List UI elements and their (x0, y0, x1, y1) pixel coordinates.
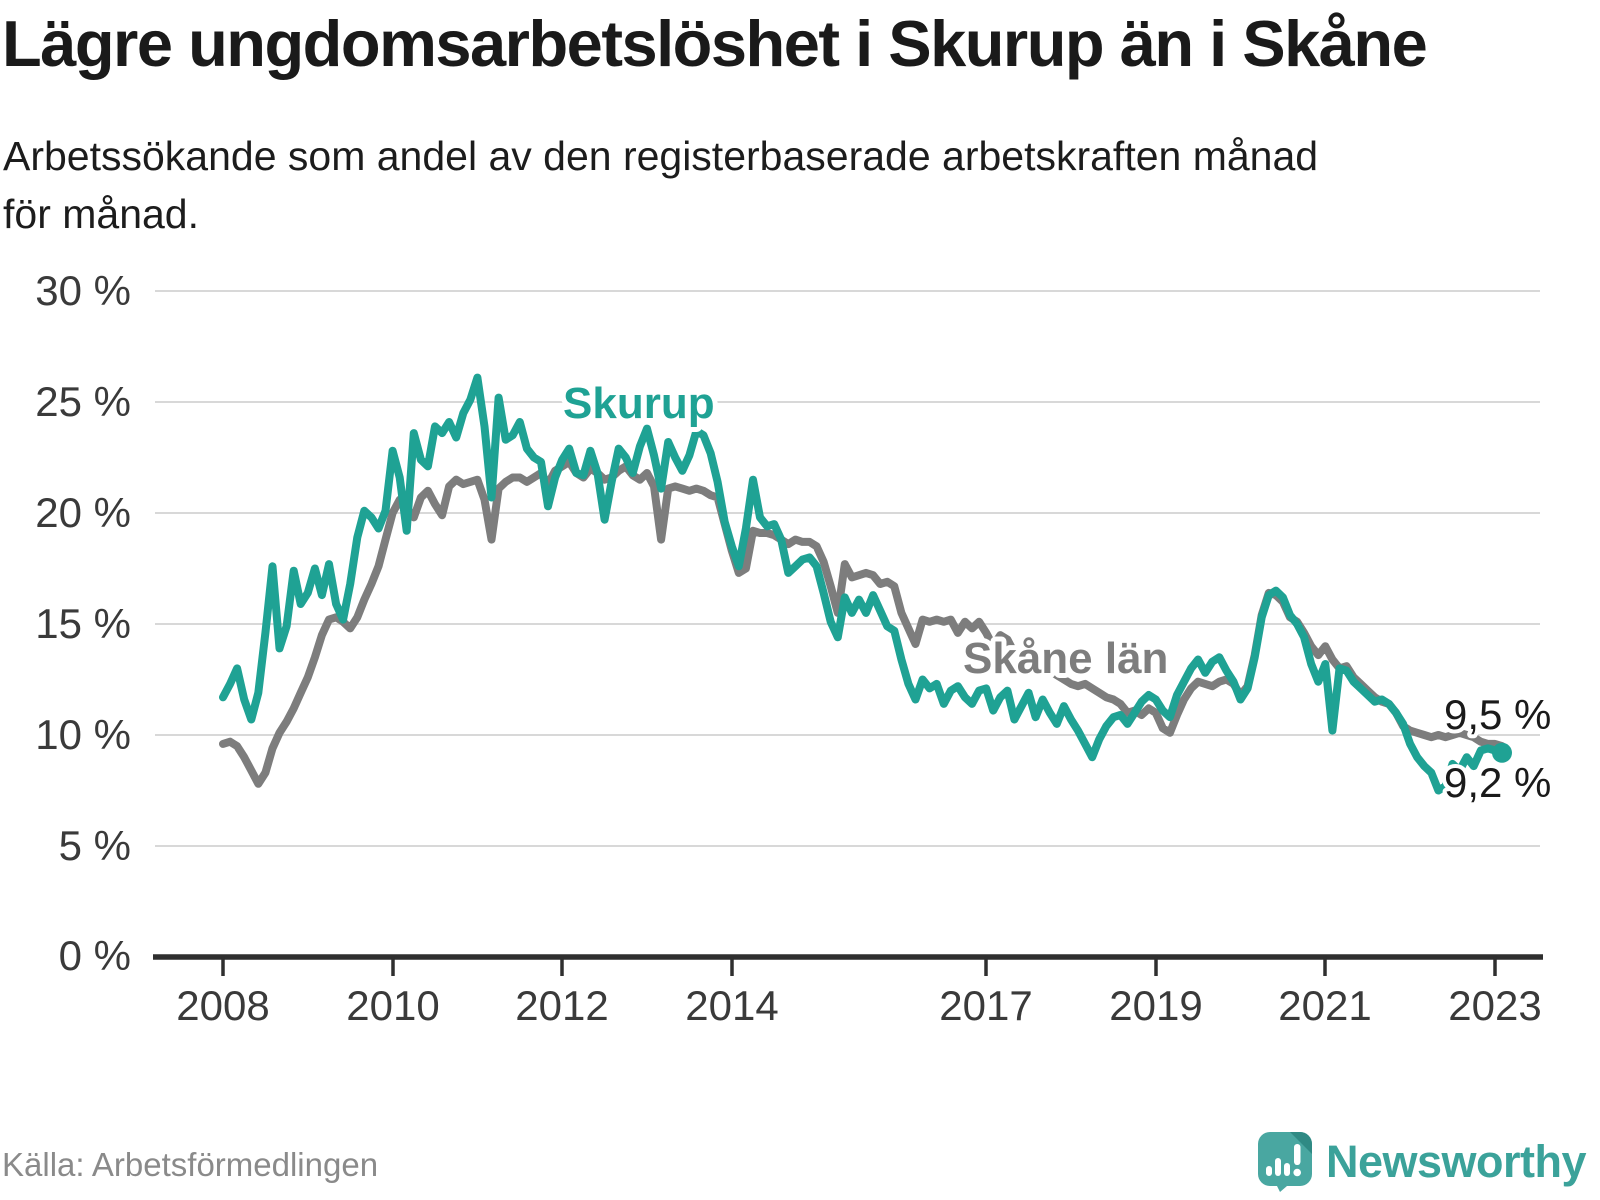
x-axis-label-2008: 2008 (176, 982, 269, 1029)
y-axis-label-0: 0 % (59, 932, 131, 979)
x-axis-label-2012: 2012 (515, 982, 608, 1029)
y-axis-label-25: 25 % (35, 378, 131, 425)
end-value-skane: 9,5 % (1444, 691, 1551, 738)
x-axis-label-2019: 2019 (1109, 982, 1202, 1029)
y-axis-label-5: 5 % (59, 822, 131, 869)
x-axis-label-2010: 2010 (346, 982, 439, 1029)
line-end-dot-skurup (1492, 742, 1512, 763)
end-value-skurup: 9,2 % (1444, 759, 1551, 806)
newsworthy-logo: Newsworthy (1258, 1130, 1587, 1194)
subtitle-line-2: för månad. (3, 191, 199, 238)
bar-chart-speech-bubble-icon (1258, 1132, 1312, 1192)
source-note: Källa: Arbetsförmedlingen (2, 1146, 379, 1183)
y-axis-label-20: 20 % (35, 489, 131, 536)
series-label-skurup: Skurup (563, 379, 715, 428)
x-axis: 2008 2010 2012 2014 2017 2019 2021 2023 (153, 954, 1543, 1029)
x-axis-label-2017: 2017 (939, 982, 1032, 1029)
x-axis-label-2023: 2023 (1448, 982, 1541, 1029)
y-axis-label-15: 15 % (35, 600, 131, 647)
x-axis-label-2014: 2014 (685, 982, 778, 1029)
line-skurup (219, 373, 1506, 795)
series-label-skane: Skåne län (963, 634, 1168, 683)
page-subtitle: Arbetssökande som andel av den registerb… (3, 127, 1563, 243)
x-axis-label-2021: 2021 (1278, 982, 1371, 1029)
y-axis-label-30: 30 % (35, 267, 131, 314)
subtitle-line-1: Arbetssökande som andel av den registerb… (3, 133, 1319, 179)
y-axis-label-10: 10 % (35, 711, 131, 758)
series-layer (219, 373, 1512, 795)
brand-name: Newsworthy (1326, 1136, 1587, 1187)
y-axis-labels: 30 % 25 % 20 % 15 % 10 % 5 % 0 % (35, 267, 131, 979)
page-title: Lägre ungdomsarbetslöshet i Skurup än i … (2, 7, 1428, 80)
